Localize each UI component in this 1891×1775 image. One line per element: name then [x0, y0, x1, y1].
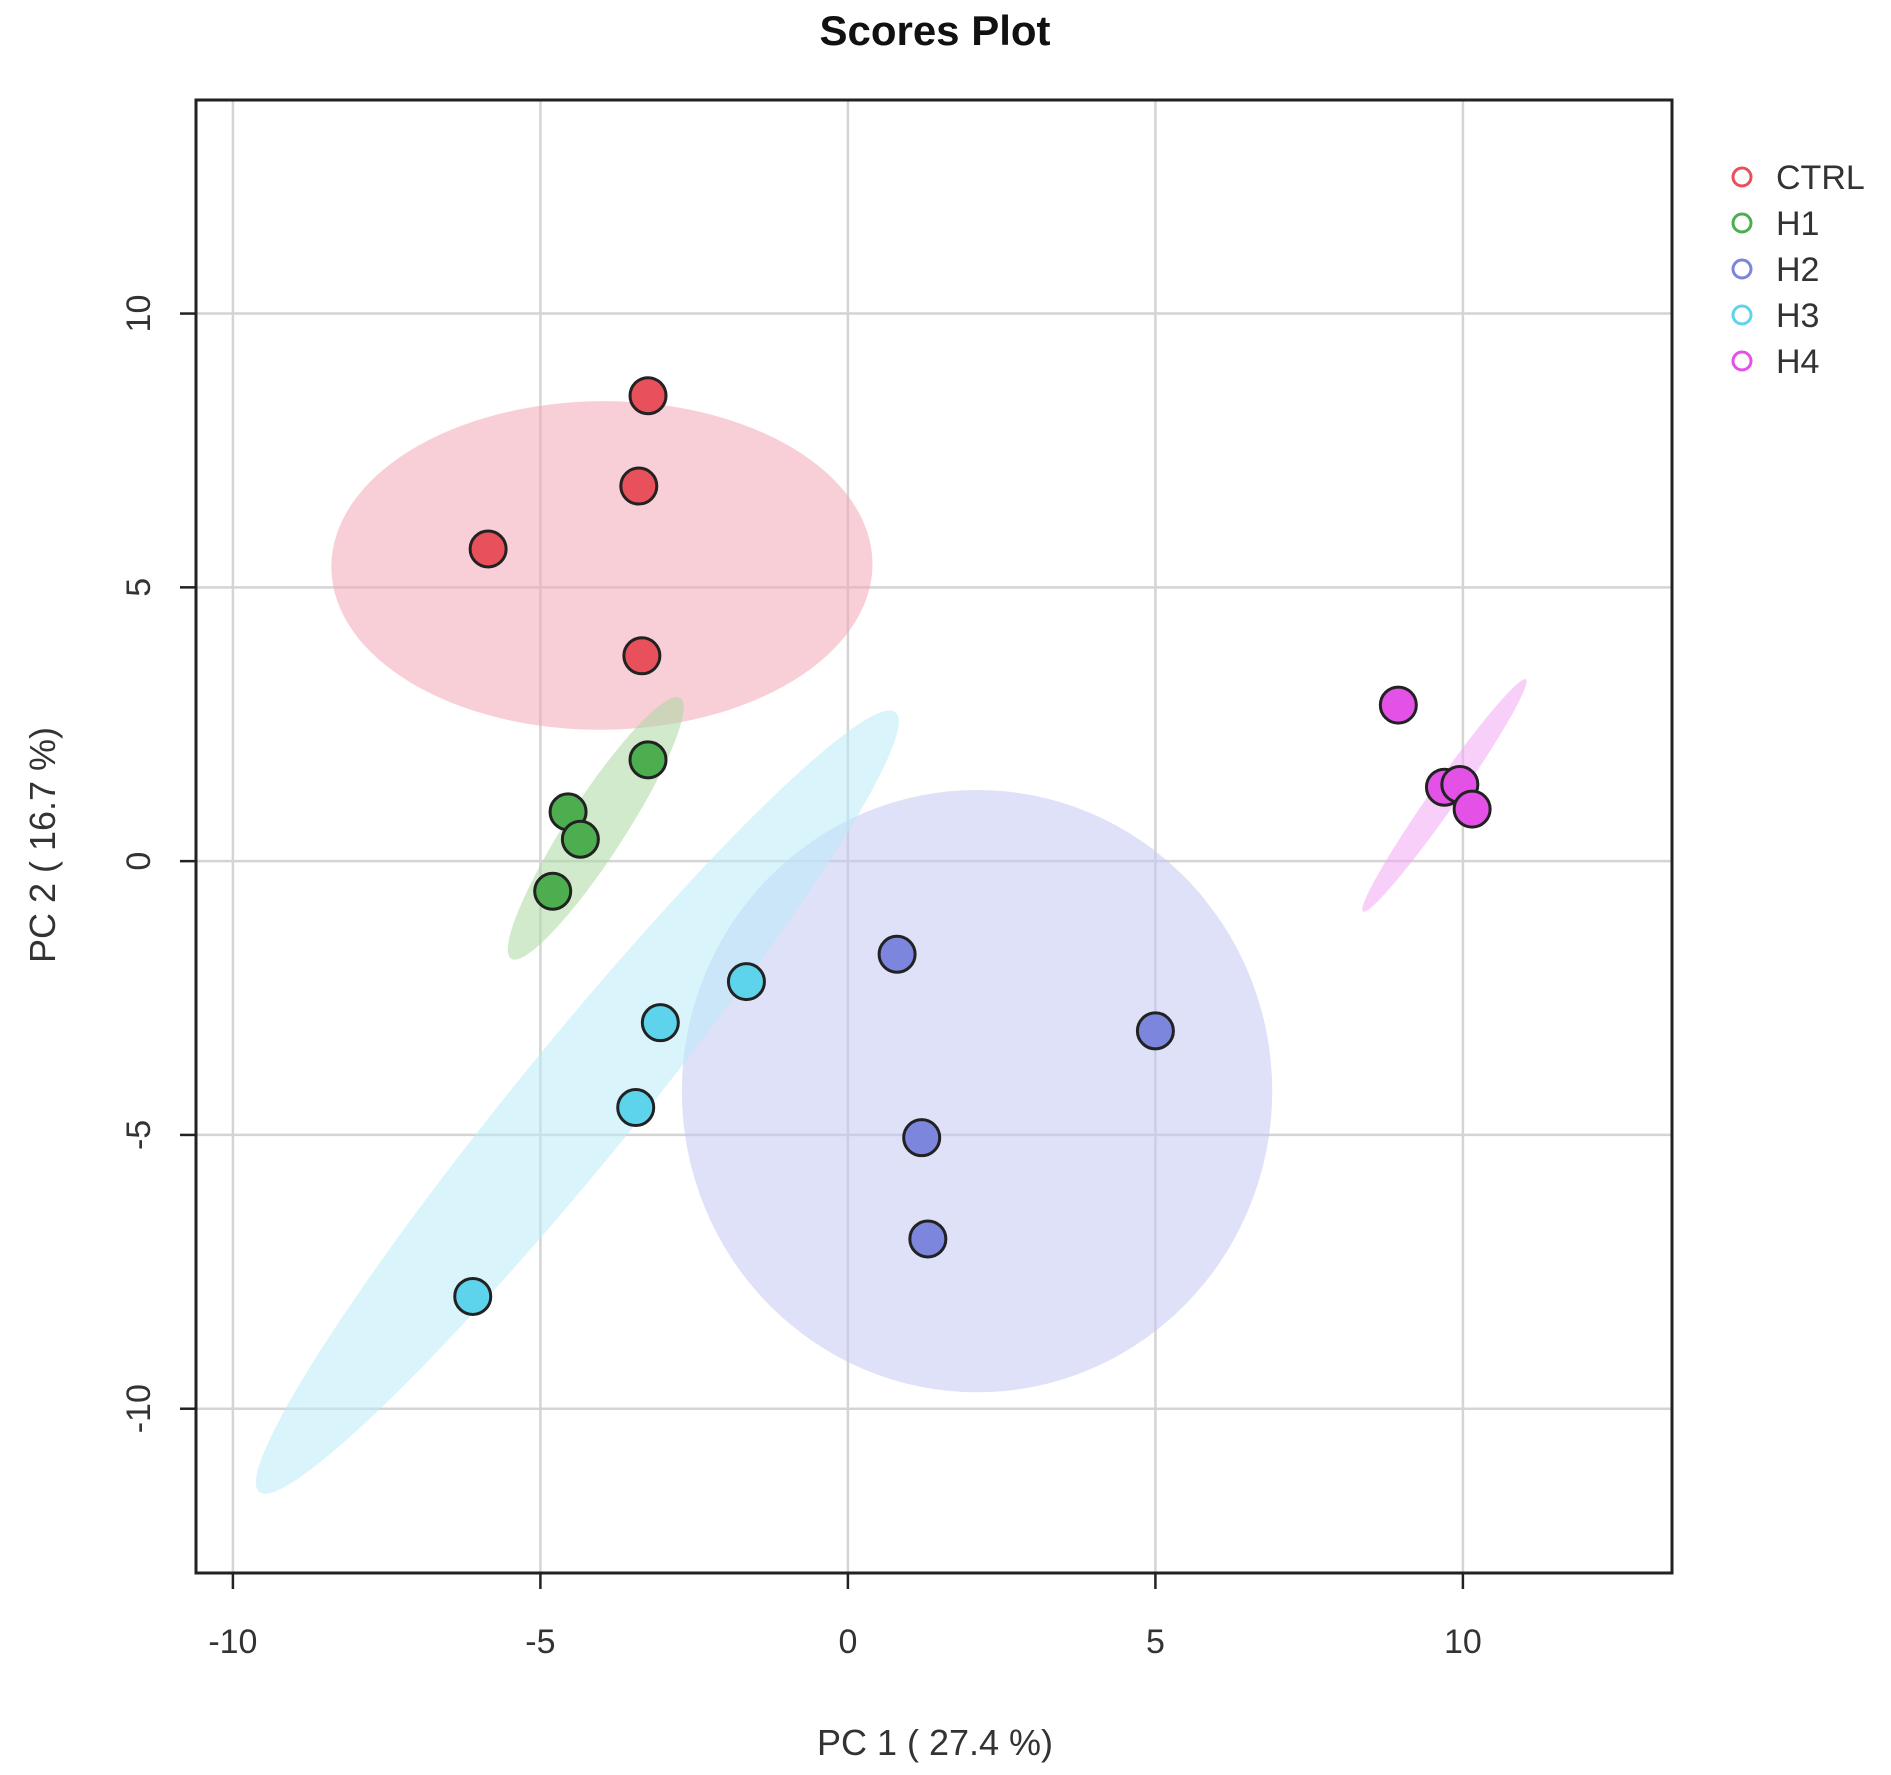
y-tick-label: -5 [120, 1120, 158, 1150]
point-h4 [1378, 685, 1418, 725]
axis-ticks: -10 -5 0 5 10 -10 -5 0 5 10 [120, 295, 1482, 1661]
grid-lines [196, 100, 1672, 1573]
point-h3 [616, 1088, 656, 1128]
point-h2 [902, 1118, 942, 1158]
point-h2 [908, 1219, 948, 1259]
legend: CTRL H1 H2 H3 H4 [1731, 159, 1865, 381]
data-points [453, 376, 1492, 1316]
legend-label-h1: H1 [1776, 205, 1819, 243]
point-ctrl [622, 636, 662, 676]
y-axis-label: PC 2 ( 16.7 %) [22, 727, 63, 963]
point-ctrl [619, 466, 659, 506]
y-tick-label: 0 [120, 852, 158, 871]
x-tick-label: 10 [1444, 1623, 1482, 1661]
x-tick-label: 5 [1146, 1623, 1165, 1661]
legend-label-ctrl: CTRL [1776, 159, 1865, 197]
legend-marker-h3 [1731, 304, 1753, 326]
y-tick-label: -10 [120, 1384, 158, 1433]
x-tick-label: -5 [525, 1623, 555, 1661]
point-h3 [726, 962, 766, 1002]
x-tick-label: -10 [208, 1623, 257, 1661]
point-h2 [877, 934, 917, 974]
y-tick-label: 5 [120, 578, 158, 597]
legend-marker-h4 [1731, 350, 1753, 372]
legend-label-h3: H3 [1776, 297, 1819, 335]
point-h1 [560, 819, 600, 859]
legend-marker-ctrl [1731, 166, 1753, 188]
legend-marker-h1 [1731, 212, 1753, 234]
x-axis-label: PC 1 ( 27.4 %) [817, 1722, 1053, 1763]
legend-label-h2: H2 [1776, 251, 1819, 289]
point-h3 [453, 1276, 493, 1316]
legend-label-h4: H4 [1776, 343, 1819, 381]
chart-title: Scores Plot [819, 7, 1050, 54]
y-tick-label: 10 [120, 295, 158, 333]
point-h3 [640, 1003, 680, 1043]
point-h1 [533, 871, 573, 911]
point-ctrl [628, 376, 668, 416]
point-h4 [1452, 789, 1492, 829]
ellipse-ctrl [331, 401, 873, 730]
point-h2 [1135, 1011, 1175, 1051]
point-h1 [628, 740, 668, 780]
ellipse-h3 [255, 710, 899, 1494]
legend-marker-h2 [1731, 258, 1753, 280]
x-tick-label: 0 [838, 1623, 857, 1661]
point-ctrl [468, 529, 508, 569]
confidence-ellipses [255, 401, 1527, 1494]
plot-frame [194, 98, 1674, 1575]
ellipse-h2 [681, 789, 1273, 1393]
